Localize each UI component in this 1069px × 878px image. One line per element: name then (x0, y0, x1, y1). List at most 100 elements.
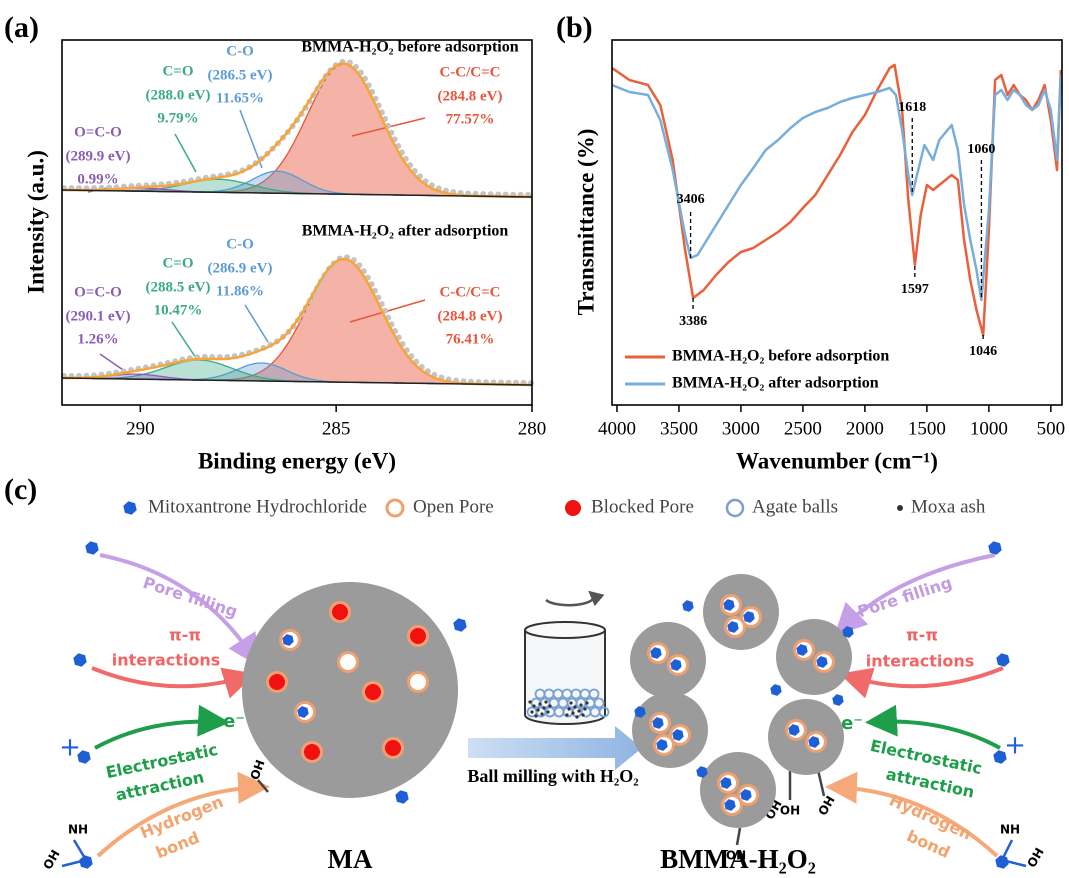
component-name: C=O (162, 63, 193, 79)
component-energy: (288.5 eV) (146, 279, 211, 295)
component-percent: 11.65% (216, 90, 264, 106)
moxa-ash (585, 701, 588, 704)
panel-a: Binding energy (eV) Intensity (a.u.) 290… (23, 39, 546, 474)
moxa-ash (579, 703, 582, 706)
panel-label: (a) (4, 11, 39, 44)
drug-molecule (995, 855, 1008, 869)
panel-c: Mitoxantrone Hydrochloride Open Pore Blo… (40, 496, 1046, 874)
drug-molecule (770, 684, 781, 696)
panel-label: (b) (556, 11, 593, 44)
group-label: NH (1000, 823, 1020, 837)
bmma-particle (703, 574, 779, 650)
drug-molecule (453, 618, 466, 632)
mechanism-label: π-π (169, 626, 201, 645)
component-name: O=C-O (74, 284, 122, 300)
legend-label: Moxa ash (911, 496, 986, 517)
bmma-particle (768, 699, 844, 775)
mechanism-label: Pore filling (855, 573, 954, 621)
electron-label: e⁻ (223, 711, 245, 732)
group-label: OH (780, 804, 800, 818)
drug-molecule (73, 653, 86, 667)
component-name: O=C-O (74, 124, 122, 140)
component-energy: (286.9 eV) (208, 260, 273, 276)
moxa-ash (538, 702, 541, 705)
moxa-ash (532, 704, 535, 707)
peak-label: 1046 (969, 344, 997, 359)
legend-label: BMMA-H₂O₂ before adsorption (672, 348, 889, 365)
moxa-ash (573, 705, 576, 708)
x-tick-label: 4000 (598, 418, 636, 439)
bmma-particle (700, 752, 776, 828)
group-label: OH (815, 793, 837, 818)
annotation-arrow (172, 322, 196, 358)
moxa-ash (565, 713, 568, 716)
group-label: OH (247, 758, 267, 782)
component-energy: (284.8 eV) (438, 308, 503, 324)
drug-molecule (79, 855, 92, 869)
agate-ball-icon (727, 500, 743, 516)
blocked-pore (331, 603, 350, 622)
figure: (a) (b) (c) Binding energy (eV) Intensit… (0, 0, 1069, 878)
bmma-particle (632, 692, 708, 768)
component-percent: 76.41% (446, 331, 495, 347)
group-label: NH (68, 823, 88, 837)
spectrum-title: BMMA-H₂O₂ after adsorption (302, 223, 509, 240)
x-tick-label: 280 (518, 418, 547, 439)
x-tick-label: 1500 (908, 418, 946, 439)
blocked-pore (364, 683, 383, 702)
y-axis-label: Intensity (a.u.) (23, 150, 48, 294)
open-pore (339, 653, 358, 672)
component-percent: 9.79% (157, 110, 198, 126)
component-percent: 11.86% (216, 283, 264, 299)
mechanism-label: Pore filling (141, 573, 240, 621)
blocked-pore (303, 743, 322, 762)
open-pore-icon (387, 500, 403, 516)
peak-label: 3386 (679, 314, 707, 329)
bmma-particle (776, 619, 852, 695)
caption: BMMA-H₂O₂ (660, 844, 816, 874)
component-name: C-O (226, 236, 254, 252)
component-name: C=O (162, 255, 193, 271)
component-name: C-C/C=C (439, 284, 500, 300)
mechanism-label: interactions (866, 652, 975, 671)
x-tick-label: 1000 (970, 418, 1008, 439)
ball-mill-jar (525, 594, 605, 724)
series-line (612, 75, 1061, 300)
component-percent: 77.57% (446, 111, 495, 127)
drug-molecule (988, 541, 1001, 555)
moxa-ash (581, 713, 584, 716)
group-label: OH (1024, 845, 1046, 870)
x-tick-label: 2500 (784, 418, 822, 439)
x-tick-label: 290 (126, 418, 155, 439)
x-axis-label: Binding energy (eV) (198, 448, 396, 473)
x-tick-label: 3500 (660, 418, 698, 439)
y-axis-label: Transmittance (%) (573, 129, 598, 316)
drug-molecule (682, 600, 693, 612)
peak-label: 1060 (967, 142, 995, 157)
peak-label: 1618 (898, 100, 926, 115)
blocked-pore (268, 673, 287, 692)
moxa-ash (567, 707, 570, 710)
panel-b: Wavenumber (cm⁻¹) Transmittance (%) 4000… (573, 40, 1065, 473)
moxa-ash (542, 706, 545, 709)
moxa-ash (534, 714, 537, 717)
legend-label: Open Pore (413, 496, 494, 517)
component-name: C-C/C=C (439, 64, 500, 80)
drug-molecule (993, 750, 1006, 764)
moxa-ash (536, 708, 539, 711)
moxa-ash (569, 701, 572, 704)
moxa-ash (571, 711, 574, 714)
component-percent: 10.47% (154, 302, 203, 318)
drug-molecule (996, 653, 1009, 667)
moxa-ash (575, 715, 578, 718)
arrow (92, 668, 248, 686)
x-axis-label: Wavenumber (cm⁻¹) (736, 448, 938, 473)
electron-label: e⁻ (841, 713, 863, 734)
moxa-ash (528, 700, 531, 703)
panel-label: (c) (4, 473, 37, 506)
moxa-ash (583, 707, 586, 710)
annotation-arrow (175, 134, 196, 172)
component-energy: (284.8 eV) (438, 88, 503, 104)
moxa-ash (548, 704, 551, 707)
legend-label: BMMA-H₂O₂ after adsorption (672, 375, 879, 392)
